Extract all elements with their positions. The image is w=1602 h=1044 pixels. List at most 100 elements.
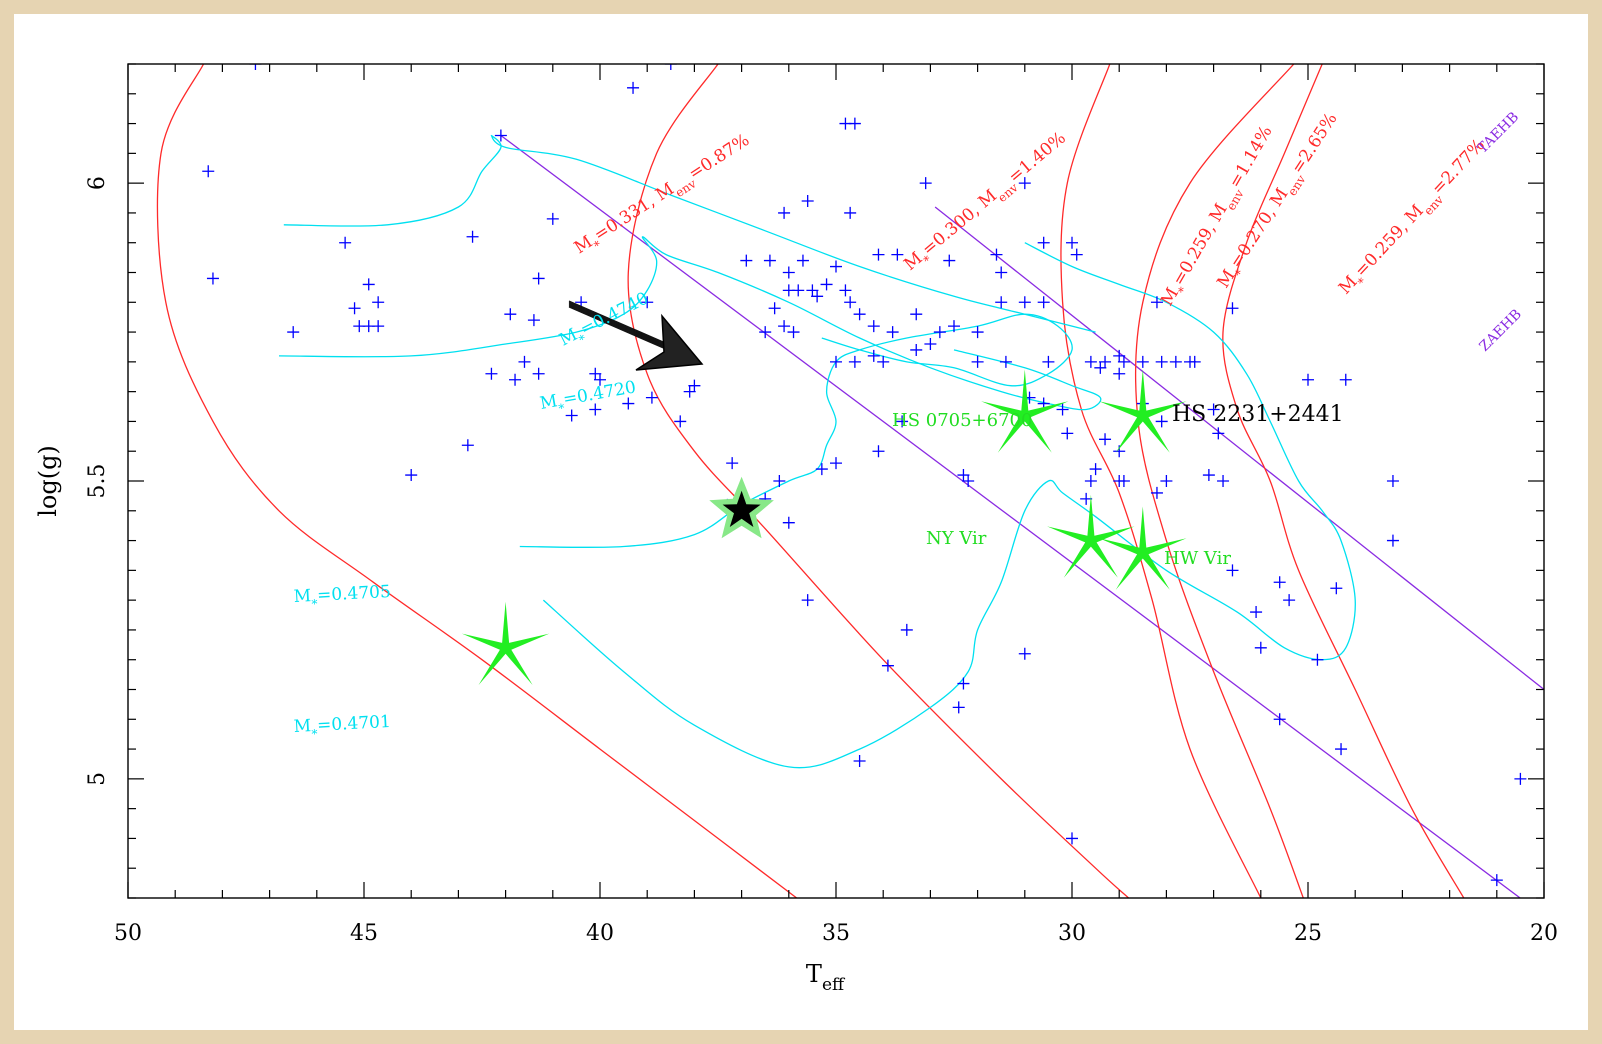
data-point (1155, 355, 1168, 368)
data-point (509, 373, 522, 386)
red-track (156, 64, 798, 898)
data-point (995, 296, 1008, 309)
data-point (532, 272, 545, 285)
cyan-track-label-part: M (293, 716, 311, 737)
data-point (594, 373, 606, 386)
data-point (1339, 373, 1352, 386)
data-point (1117, 475, 1130, 487)
data-point (830, 260, 842, 273)
data-point (494, 129, 507, 142)
data-point (1386, 534, 1399, 547)
data-point (1037, 236, 1050, 249)
data-point (1302, 373, 1314, 386)
data-point (1254, 641, 1267, 654)
data-point (206, 272, 219, 285)
data-point (504, 308, 517, 321)
arrow-head (635, 313, 704, 371)
data-point (801, 594, 814, 607)
data-point (1188, 355, 1201, 368)
data-point (820, 278, 833, 291)
x-tick-label: 30 (1058, 921, 1086, 946)
data-point (962, 475, 975, 487)
data-point (773, 475, 786, 487)
point-layer (202, 64, 1527, 887)
data-point (1283, 594, 1296, 607)
data-point (1514, 772, 1527, 785)
data-point (546, 212, 559, 225)
data-point (867, 320, 880, 333)
data-point (688, 379, 701, 392)
data-point (372, 320, 385, 333)
data-point (792, 284, 805, 297)
data-point (872, 248, 885, 261)
data-point (1037, 296, 1050, 309)
data-point (1066, 236, 1078, 249)
data-point (957, 469, 970, 482)
data-point (1084, 355, 1097, 368)
data-point (1207, 403, 1220, 416)
data-point (943, 254, 956, 267)
data-point (1250, 606, 1263, 619)
data-point (839, 284, 852, 297)
data-point (933, 326, 946, 339)
data-point (1226, 302, 1239, 315)
data-point (1113, 445, 1126, 458)
data-point (896, 415, 909, 428)
data-point (999, 355, 1012, 368)
data-point (877, 355, 890, 368)
x-tick-label: 45 (350, 921, 378, 946)
data-point (1311, 653, 1324, 666)
data-point (801, 195, 814, 208)
green-star-marker (1099, 369, 1187, 453)
data-point (844, 206, 857, 219)
data-point (971, 326, 984, 339)
data-point (872, 445, 885, 458)
data-point (1113, 367, 1126, 380)
data-point (249, 64, 262, 70)
data-point (348, 302, 361, 315)
red-track-label-part: M (900, 248, 926, 275)
data-point (1335, 743, 1348, 756)
data-point (1386, 475, 1399, 487)
green-star-marker (461, 601, 550, 685)
cyan-track-label-part: M (538, 391, 559, 414)
data-point (886, 326, 899, 339)
purple-line (500, 134, 1522, 898)
star-label: HS 2231+2441 (1172, 402, 1344, 427)
data-point (844, 296, 857, 309)
data-point (372, 296, 385, 309)
red-track-label: M*=0.300, Menv=1.40% (900, 128, 1073, 279)
data-point (565, 409, 578, 422)
star-layer (461, 369, 1187, 685)
data-point (622, 397, 635, 410)
data-point (1080, 492, 1093, 505)
cyan-track-label: M*=0.4740 (556, 289, 654, 355)
data-point (683, 385, 696, 398)
data-point (1136, 355, 1149, 368)
plot-area (156, 64, 1544, 898)
purple-line (934, 206, 1544, 691)
data-point (1490, 874, 1503, 887)
hr-diagram-chart: 50 45 40 35 30 25 20 5 5.5 6 M*=0.331, Menv=0.87%… (34, 63, 1558, 995)
red-track (1222, 64, 1465, 898)
data-point (1061, 427, 1074, 440)
purple-line-layer (500, 134, 1544, 898)
star-label: HS 0705+6700 (892, 410, 1032, 431)
red-track-label-part: =0.87% (685, 130, 753, 184)
red-track-layer (156, 64, 1465, 898)
star-label: NY Vir (926, 528, 987, 549)
data-point (1089, 463, 1102, 476)
data-point (1273, 713, 1286, 726)
data-point (1094, 361, 1107, 374)
star-label: HW Vir (1164, 548, 1231, 569)
data-point (1117, 355, 1130, 368)
cyan-track-label-part: * (311, 727, 318, 741)
cyan-track-label: M*=0.4705 (293, 582, 391, 612)
data-point (782, 516, 795, 529)
data-point (1273, 576, 1286, 589)
data-point (1018, 296, 1031, 309)
data-point (919, 177, 932, 190)
data-point (990, 248, 1003, 261)
red-track-label-part: =0.259, M (1351, 201, 1428, 281)
cyan-track (283, 134, 1096, 333)
